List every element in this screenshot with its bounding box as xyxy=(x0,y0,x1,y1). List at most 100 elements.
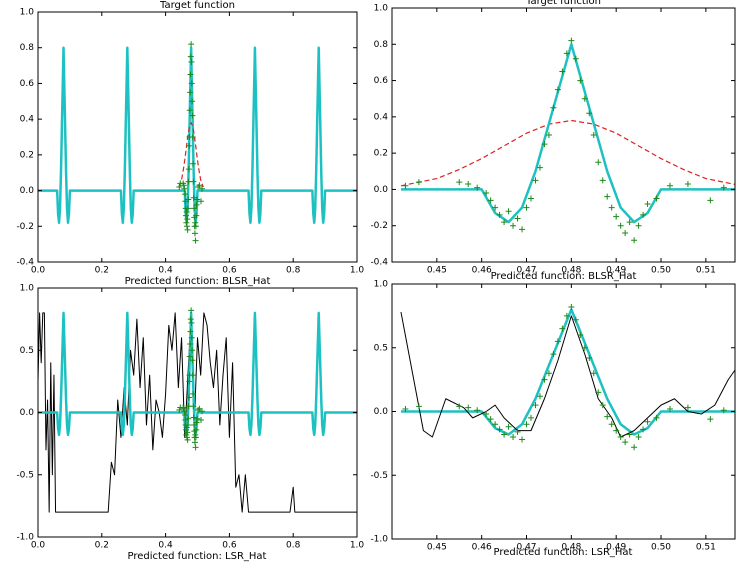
data-point xyxy=(577,77,584,84)
data-point xyxy=(707,197,714,204)
data-point xyxy=(492,421,499,428)
data-point xyxy=(617,434,624,440)
data-point xyxy=(550,351,557,358)
axes-frame xyxy=(37,11,358,263)
data-point xyxy=(617,222,624,229)
data-point xyxy=(189,347,196,354)
next-title: Predicted function: LSR_Hat xyxy=(128,551,267,562)
data-point xyxy=(536,164,543,171)
y-tick-label: 0.2 xyxy=(20,150,34,160)
data-point xyxy=(192,434,199,441)
data-point xyxy=(563,50,570,57)
x-tick-label: 0.47 xyxy=(516,266,536,276)
x-tick-label: 0.48 xyxy=(561,266,581,276)
data-point xyxy=(590,370,597,377)
data-point xyxy=(483,411,490,418)
axes-frame xyxy=(391,7,736,263)
data-point xyxy=(622,229,629,236)
y-tick-label: 0.0 xyxy=(374,185,389,195)
data-point xyxy=(189,134,196,140)
data-point xyxy=(181,185,188,192)
data-point xyxy=(545,370,552,377)
data-point xyxy=(189,112,196,119)
data-point xyxy=(183,223,190,230)
data-point xyxy=(541,376,548,383)
plot-area xyxy=(38,41,357,244)
x-tick-label: 0.8 xyxy=(286,541,301,551)
data-point xyxy=(545,132,552,138)
data-point xyxy=(644,418,651,425)
data-point xyxy=(188,319,195,326)
x-tick-label: 0.6 xyxy=(222,266,237,276)
data-point xyxy=(465,404,472,411)
data-point xyxy=(532,402,539,409)
x-tick-label: 0.46 xyxy=(472,266,492,276)
data-point xyxy=(184,436,191,443)
data-point xyxy=(631,444,638,451)
data-point xyxy=(514,428,521,435)
data-point xyxy=(185,394,192,401)
data-point xyxy=(187,71,194,78)
y-tick-label: 0.6 xyxy=(20,79,35,89)
data-point xyxy=(514,215,521,222)
data-point xyxy=(572,316,579,323)
data-point xyxy=(550,104,557,111)
data-point xyxy=(519,226,526,233)
data-point xyxy=(187,53,194,60)
data-point xyxy=(581,344,588,351)
target-line xyxy=(38,46,357,224)
data-point xyxy=(527,414,534,421)
data-point xyxy=(608,421,615,428)
data-point xyxy=(186,107,193,114)
x-tick-label: 0.8 xyxy=(286,266,301,276)
data-point xyxy=(188,41,195,48)
data-point xyxy=(186,378,193,385)
y-tick-label: -1.0 xyxy=(16,533,34,543)
data-point xyxy=(191,230,198,237)
data-point xyxy=(622,439,629,446)
data-point xyxy=(590,132,597,138)
data-point xyxy=(185,415,192,422)
y-tick-label: 0.8 xyxy=(374,40,389,50)
data-point xyxy=(631,237,638,244)
data-point xyxy=(198,185,205,192)
data-point xyxy=(505,423,512,430)
data-point xyxy=(541,141,548,148)
y-tick-label: 1.0 xyxy=(374,280,389,290)
data-point xyxy=(554,338,561,345)
data-point xyxy=(523,421,530,428)
data-point xyxy=(474,184,481,191)
data-point xyxy=(184,226,191,233)
data-point xyxy=(180,182,187,189)
data-point xyxy=(195,407,202,414)
data-point xyxy=(666,182,673,189)
data-point xyxy=(188,59,195,65)
x-tick-label: 0.2 xyxy=(95,541,109,551)
data-point xyxy=(640,211,647,218)
data-point xyxy=(510,434,517,440)
data-point xyxy=(188,80,195,87)
data-point xyxy=(505,208,512,215)
data-point xyxy=(193,419,200,426)
data-point xyxy=(492,204,499,211)
y-tick-label: -0.4 xyxy=(16,258,34,268)
data-point xyxy=(554,86,561,93)
x-tick-label: 0.6 xyxy=(222,541,237,551)
x-tick-label: 0.0 xyxy=(31,266,46,276)
data-point xyxy=(185,196,192,203)
y-tick-label: 0.5 xyxy=(20,346,34,356)
data-point xyxy=(183,209,190,215)
data-point xyxy=(193,201,200,208)
y-tick-label: 1.0 xyxy=(20,284,35,294)
data-point xyxy=(510,222,517,229)
data-point xyxy=(193,426,200,433)
data-point xyxy=(501,431,508,438)
data-point xyxy=(586,110,593,117)
y-tick-label: 1.0 xyxy=(20,8,35,18)
x-tick-label: 0.45 xyxy=(427,266,447,276)
y-tick-label: -0.5 xyxy=(16,470,34,480)
x-tick-label: 1.0 xyxy=(350,541,365,551)
y-tick-label: -1.0 xyxy=(370,535,388,545)
y-tick-label: 0.5 xyxy=(374,343,388,353)
